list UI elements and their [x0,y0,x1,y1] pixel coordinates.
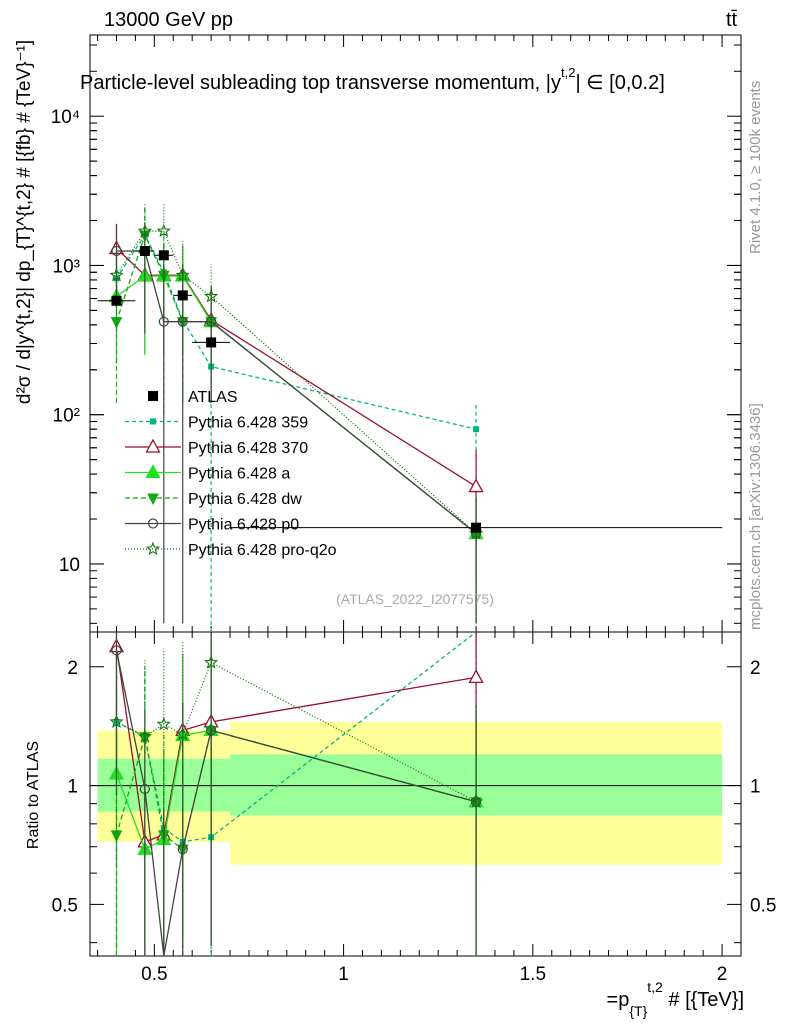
y-tick-label: 10² [53,406,80,427]
plot-title-tail: | ∈ [0,0.2] [575,72,664,94]
marker-circle [139,783,150,795]
legend-label: Pythia 6.428 370 [188,440,308,457]
legend-label: ATLAS [188,389,238,406]
marker-star [109,714,124,729]
legend-label: Pythia 6.428 p0 [188,517,299,534]
main-axis-ticks: 10 10² 10³ 10⁴ [51,35,741,632]
ratio-series-pythia-6-428-pro-q2o [109,632,484,956]
legend-label: Pythia 6.428 dw [188,491,302,508]
plot-title-sup: t,2 [561,65,575,80]
plot-title-main: Particle-level subleading top transverse… [80,72,561,94]
marker-square [473,426,480,433]
marker-triangle-down [147,493,159,506]
legend-entry: Pythia 6.428 pro-q2o [125,541,337,559]
legend-entry: Pythia 6.428 p0 [125,517,299,534]
marker-ref-square [177,290,188,301]
energy-label: 13000 GeV pp [104,9,233,31]
marker-ref-square [471,522,482,533]
x-tick-label: 1 [338,964,349,985]
x-axis-label-main: =p [607,989,630,1011]
ratio-uncertainty-bands [97,721,723,865]
marker-ref-square [111,295,122,306]
marker-square [150,418,156,425]
marker-star [137,223,153,238]
x-tick-label: 0.5 [141,964,167,985]
marker-triangle [145,464,161,479]
marker-circle [111,245,122,257]
series-pythia-6-428-a [108,245,484,624]
x-tick-label: 2 [717,964,728,985]
legend: ATLAS Pythia 6.428 359 Pythia 6.428 370 Pyt… [125,389,337,559]
legend-label: Pythia 6.428 pro-q2o [188,542,337,559]
marker-ref-square [206,337,217,348]
ratio-line [116,631,477,843]
marker-star [203,288,219,303]
x-axis-label-sub: {T} [629,1003,647,1019]
marker-ref-square [139,245,150,256]
y-axis-label-main: d²σ / d|y^{t,2}| dp_{T}^{t,2} # [{fb} # … [14,40,35,404]
marker-star [204,655,219,669]
marker-star [137,729,153,743]
analysis-id: (ATLAS_2022_I2077575) [336,591,494,607]
series-line [116,247,477,488]
rivet-label: Rivet 4.1.0, ≥ 100k events [747,81,764,254]
marker-star [109,267,124,282]
marker-star [469,794,484,808]
marker-triangle [468,669,484,684]
marker-triangle [468,478,484,493]
marker-circle [177,316,188,327]
marker-circle [177,844,188,855]
process-label: tt̄ [726,9,738,31]
mcplots-label: mcplots.cern.ch [arXiv:1306.3436] [747,403,764,630]
legend-entry: ATLAS [148,389,238,406]
ratio-line [115,646,477,843]
ratio-y-tick-label: 0.5 [52,895,78,916]
y-tick-label: 10⁴ [51,107,80,128]
ratio-panel-series [108,631,484,957]
marker-circle [147,518,159,529]
marker-circle [111,645,122,656]
x-axis-label-sup: t,2 [647,979,663,995]
legend-entry: Pythia 6.428 359 [125,415,308,432]
x-axis-label-tail: # [{TeV}] [663,989,744,1011]
marker-ref-square [148,391,158,401]
legend-entry: Pythia 6.428 a [125,464,290,483]
y-axis-label-ratio: Ratio to ATLAS [25,741,42,849]
main-panel-series [97,203,723,632]
x-tick-label: 1.5 [520,964,546,985]
marker-star [145,541,161,556]
series-pythia-6-428-pro-q2o [109,203,484,624]
marker-circle [206,725,217,736]
ratio-panel-frame [89,631,742,957]
marker-ref-square [158,250,169,261]
ratio-y-tick-label: 1 [67,777,78,798]
marker-circle [158,316,169,327]
legend-label: Pythia 6.428 a [188,466,290,483]
ratio-y-tick-label: 2 [67,658,78,679]
y-tick-label: 10³ [53,256,80,277]
plot-title: Particle-level subleading top transverse… [80,65,665,94]
ratio-line [115,650,477,957]
ratio-y-tick-label-right: 1 [750,777,761,798]
ratio-y-tick-label-right: 0.5 [750,895,776,916]
series-line [115,233,477,430]
y-tick-label: 10 [59,555,80,576]
ratio-y-tick-label-right: 2 [750,658,761,679]
marker-star [156,716,171,731]
marker-circle [206,316,217,327]
marker-triangle [145,438,161,453]
marker-star [175,267,190,282]
series-atlas [97,245,723,533]
legend-entry: Pythia 6.428 dw [125,491,302,508]
legend-label: Pythia 6.428 359 [188,415,308,432]
marker-triangle-down [110,317,123,329]
x-axis-label: =p{T}t,2 # [{TeV}] [607,979,744,1019]
marker-star [156,223,171,238]
marker-star [175,726,190,741]
legend-entry: Pythia 6.428 370 [125,438,308,457]
